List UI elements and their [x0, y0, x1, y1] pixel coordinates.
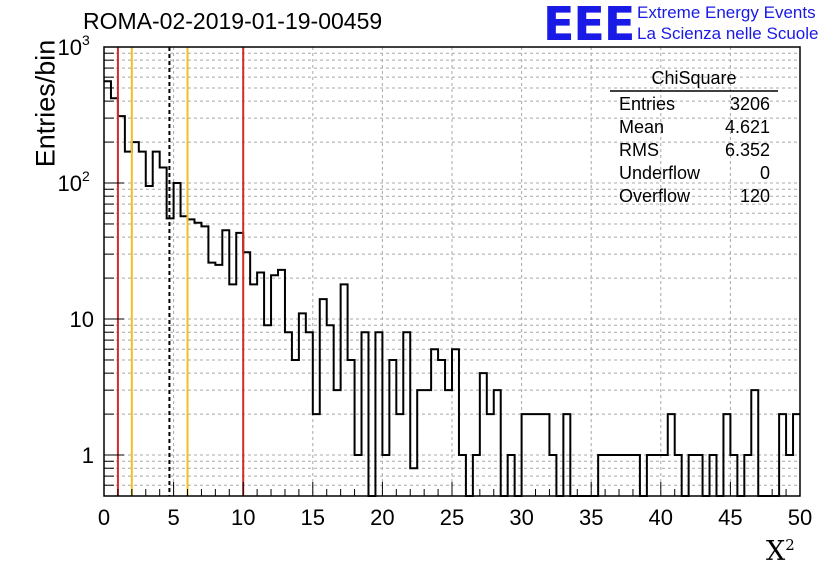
x-tick-label: 35 — [579, 505, 603, 530]
x-tick-label: 10 — [231, 505, 255, 530]
histogram-series — [104, 80, 800, 497]
eee-logo-mark: EEE — [543, 0, 635, 51]
stats-title: ChiSquare — [651, 68, 736, 88]
eee-logo-line1: Extreme Energy Events — [637, 3, 816, 22]
stats-value-entries: 3206 — [730, 94, 770, 114]
y-tick-label: 10 — [70, 307, 94, 332]
stats-label-rms: RMS — [619, 140, 659, 160]
x-axis-label: X2 — [766, 536, 795, 567]
y-tick-label: 1 — [82, 443, 94, 468]
y-tick-label: 10 — [58, 35, 82, 60]
stats-label-underflow: Underflow — [619, 163, 701, 183]
x-axis-label-superscript: 2 — [785, 536, 795, 554]
x-axis-label-base: X — [766, 536, 786, 567]
x-tick-label: 5 — [167, 505, 179, 530]
x-tick-label: 30 — [509, 505, 533, 530]
x-tick-label: 15 — [301, 505, 325, 530]
y-tick-label: 10 — [58, 171, 82, 196]
y-axis-label: Entries/bin — [30, 39, 61, 168]
x-tick-label: 25 — [440, 505, 464, 530]
x-tick-label: 20 — [370, 505, 394, 530]
x-tick-label: 50 — [788, 505, 812, 530]
y-tick-exponent: 2 — [82, 168, 90, 184]
eee-logo-line2: La Scienza nelle Scuole — [637, 24, 819, 43]
stats-value-mean: 4.621 — [725, 117, 770, 137]
x-tick-label: 0 — [98, 505, 110, 530]
stats-value-rms: 6.352 — [725, 140, 770, 160]
x-tick-label: 40 — [649, 505, 673, 530]
stats-label-entries: Entries — [619, 94, 675, 114]
y-tick-exponent: 3 — [82, 32, 90, 48]
stats-value-overflow: 120 — [740, 186, 770, 206]
stats-label-mean: Mean — [619, 117, 664, 137]
chart-title: ROMA-02-2019-01-19-00459 — [83, 8, 383, 34]
stats-value-underflow: 0 — [760, 163, 770, 183]
x-tick-label: 45 — [718, 505, 742, 530]
stats-label-overflow: Overflow — [619, 186, 691, 206]
